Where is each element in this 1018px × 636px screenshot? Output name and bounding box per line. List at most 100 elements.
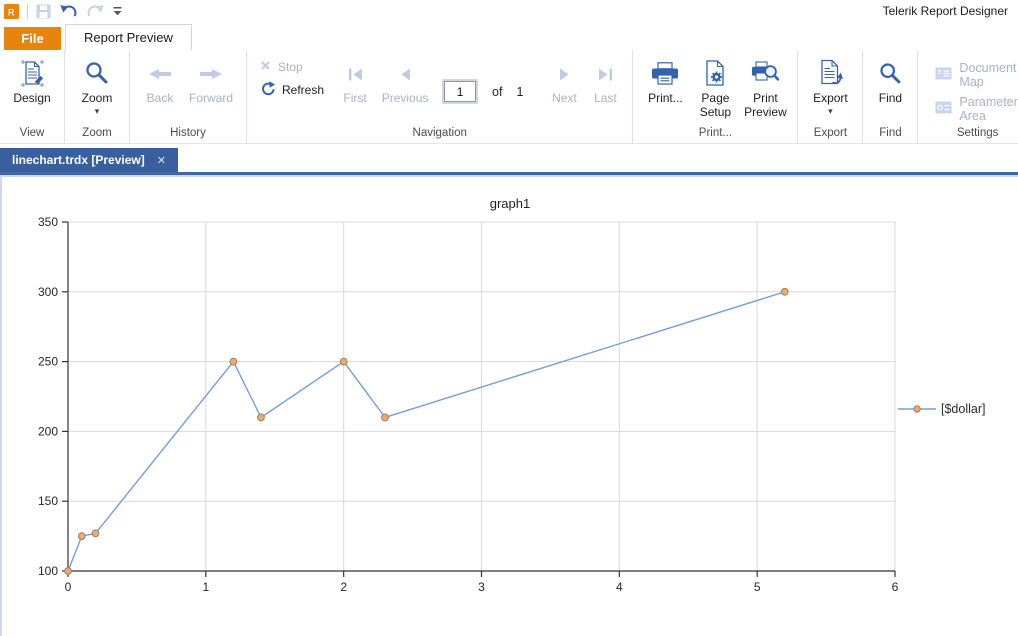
stop-label: Stop [278,60,303,74]
design-button[interactable]: Design [7,55,57,106]
group-label-navigation: Navigation [412,127,467,139]
print-preview-label: Print Preview [744,91,787,119]
x-tick-label: 4 [616,580,623,594]
forward-button[interactable]: Forward [183,55,239,105]
design-icon [19,57,46,89]
last-page-button[interactable]: Last [585,55,625,105]
data-point-marker[interactable] [257,413,265,422]
file-button[interactable]: File [4,27,61,50]
zoom-icon [84,57,110,89]
page-setup-button[interactable]: Page Setup [690,55,740,120]
svg-text:R: R [8,7,15,17]
undo-icon[interactable] [59,2,78,20]
x-tick-label: 5 [754,580,761,594]
ribbon: Design View Zoom ▾ Zoom [0,50,1018,144]
group-label-print: Print... [698,127,733,139]
document-tab-label: linechart.trdx [Preview] [12,153,145,167]
x-tick-label: 2 [340,580,347,594]
data-point-marker[interactable] [339,357,348,366]
tab-strip-divider [0,172,1018,175]
save-icon[interactable] [36,2,51,20]
zoom-dropdown-caret: ▾ [94,105,100,116]
document-map-toggle[interactable]: Document Map [935,61,1017,89]
last-label: Last [594,91,617,105]
last-page-icon [597,63,614,85]
print-button[interactable]: Print... [640,55,690,106]
group-label-export: Export [813,127,848,139]
forward-label: Forward [188,91,233,105]
next-page-button[interactable]: Next [543,55,585,105]
back-button[interactable]: Back [137,55,183,105]
x-tick-label: 3 [478,580,485,594]
first-page-button[interactable]: First [334,55,376,105]
customize-toolbar-icon[interactable] [113,2,122,20]
menu-tab-row: File Report Preview [0,22,1018,50]
data-point-marker[interactable] [381,413,389,422]
y-tick-label: 150 [38,494,58,508]
ribbon-group-find: Find Find [863,50,919,143]
data-point-marker[interactable] [91,529,100,538]
design-label: Design [13,91,51,105]
print-label: Print... [648,91,683,105]
app-logo-icon[interactable]: R [4,2,19,20]
export-button[interactable]: Export ▾ [805,55,855,116]
y-tick-label: 200 [38,424,58,438]
document-map-icon [935,67,952,83]
previous-page-button[interactable]: Previous [376,55,434,105]
data-point-marker[interactable] [229,357,238,366]
group-label-find: Find [879,127,902,139]
parameter-area-label: Parameter Area [959,95,1018,123]
title-bar: R Telerik Report Designer [0,0,1018,22]
print-icon [651,57,679,89]
print-preview-button[interactable]: Print Preview [740,55,790,120]
export-icon [818,57,843,89]
previous-label: Previous [381,91,429,105]
close-icon[interactable]: ✕ [156,154,166,167]
x-tick-label: 6 [892,580,899,594]
legend-marker [913,405,921,413]
first-label: First [343,91,367,105]
back-label: Back [146,91,174,105]
stop-button[interactable]: Stop [260,60,324,74]
find-label: Find [878,91,903,105]
refresh-button[interactable]: Refresh [260,81,324,99]
ribbon-group-export: Export ▾ Export [798,50,864,143]
print-preview-icon [751,57,780,89]
ribbon-group-navigation: Stop Refresh First [247,50,634,143]
forward-icon [198,63,224,85]
document-tab-linechart[interactable]: linechart.trdx [Preview] ✕ [0,148,178,172]
data-point-marker[interactable] [64,567,72,575]
ribbon-group-settings: Document Map Parameter Area Settings [918,50,1018,143]
data-point-marker[interactable] [77,532,86,541]
y-tick-label: 100 [38,564,58,578]
report-preview-area: graph1 100 150 200 250 300 350 0 1 2 3 4 5 6 [$dollar… [0,175,1018,636]
x-tick-label: 0 [65,580,72,594]
tab-report-preview[interactable]: Report Preview [65,24,192,50]
y-tick-label: 350 [38,215,58,229]
zoom-button[interactable]: Zoom ▾ [72,55,122,116]
y-tick-label: 300 [38,285,58,299]
next-page-icon [558,63,571,85]
previous-page-icon [399,63,412,85]
x-tick-label: 1 [202,580,209,594]
parameter-area-toggle[interactable]: Parameter Area [935,95,1018,123]
page-setup-label: Page Setup [699,91,732,119]
page-navigator: of 1 [442,79,529,104]
document-map-label: Document Map [959,61,1017,89]
quick-access-toolbar: R [4,2,122,20]
find-button[interactable]: Find [870,55,910,106]
redo-icon[interactable] [86,2,105,20]
first-page-icon [347,63,364,85]
ribbon-group-history: Back Forward History [130,50,247,143]
zoom-label: Zoom [81,91,113,105]
page-number-input[interactable] [442,79,479,104]
parameter-area-icon [935,101,952,117]
line-chart-svg: 100 150 200 250 300 350 0 1 2 3 4 5 6 [$dollar] [38,215,986,594]
group-label-settings: Settings [956,127,999,139]
page-count: 1 [516,84,524,99]
data-point-marker[interactable] [780,287,789,296]
document-tab-strip: linechart.trdx [Preview] ✕ [0,144,1018,172]
group-label-history: History [170,127,206,139]
stop-icon [260,60,271,74]
